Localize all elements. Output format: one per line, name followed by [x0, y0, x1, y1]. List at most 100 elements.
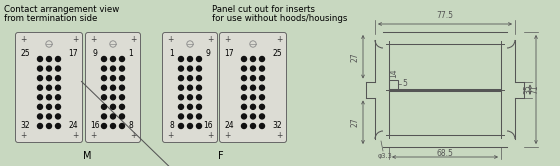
Text: 68.5: 68.5	[437, 149, 454, 158]
Text: 71: 71	[530, 85, 539, 94]
Circle shape	[241, 124, 246, 128]
Circle shape	[38, 104, 43, 109]
Text: +: +	[167, 130, 173, 139]
Circle shape	[197, 95, 202, 100]
Circle shape	[259, 95, 264, 100]
Text: +: +	[130, 36, 136, 44]
Text: 8: 8	[170, 122, 174, 130]
Text: +: +	[130, 130, 136, 139]
Circle shape	[55, 124, 60, 128]
Text: +: +	[20, 130, 26, 139]
Text: Panel cut out for inserts: Panel cut out for inserts	[212, 5, 315, 14]
Circle shape	[38, 124, 43, 128]
Circle shape	[38, 56, 43, 61]
Circle shape	[188, 85, 193, 90]
Circle shape	[110, 95, 115, 100]
Circle shape	[250, 76, 255, 81]
Circle shape	[38, 95, 43, 100]
Text: for use without hoods/housings: for use without hoods/housings	[212, 14, 347, 23]
Circle shape	[197, 114, 202, 119]
Circle shape	[197, 85, 202, 90]
Circle shape	[197, 76, 202, 81]
Circle shape	[110, 124, 115, 128]
Circle shape	[241, 104, 246, 109]
FancyBboxPatch shape	[220, 33, 287, 142]
Circle shape	[55, 85, 60, 90]
Bar	[389, 44, 501, 135]
Circle shape	[101, 76, 106, 81]
Circle shape	[55, 104, 60, 109]
Text: 25: 25	[272, 48, 282, 57]
Circle shape	[46, 114, 52, 119]
Circle shape	[110, 56, 115, 61]
Text: 16: 16	[203, 122, 213, 130]
Text: 5: 5	[402, 80, 407, 88]
Circle shape	[101, 56, 106, 61]
Circle shape	[188, 114, 193, 119]
Text: +: +	[90, 36, 96, 44]
Circle shape	[241, 95, 246, 100]
Text: +: +	[207, 130, 213, 139]
Circle shape	[241, 56, 246, 61]
Circle shape	[110, 66, 115, 71]
Text: +: +	[90, 130, 96, 139]
Text: from termination side: from termination side	[4, 14, 97, 23]
Circle shape	[38, 66, 43, 71]
Circle shape	[55, 76, 60, 81]
Circle shape	[259, 114, 264, 119]
Circle shape	[38, 76, 43, 81]
Text: +: +	[224, 36, 230, 44]
Text: +: +	[167, 36, 173, 44]
Circle shape	[241, 66, 246, 71]
Circle shape	[46, 56, 52, 61]
Text: Contact arrangement view: Contact arrangement view	[4, 5, 119, 14]
Text: M: M	[83, 151, 91, 161]
Text: +: +	[72, 36, 78, 44]
Circle shape	[259, 76, 264, 81]
Circle shape	[241, 85, 246, 90]
Circle shape	[250, 124, 255, 128]
Circle shape	[46, 104, 52, 109]
Circle shape	[188, 66, 193, 71]
Circle shape	[179, 104, 184, 109]
Circle shape	[250, 114, 255, 119]
Circle shape	[250, 104, 255, 109]
Circle shape	[179, 95, 184, 100]
Circle shape	[197, 56, 202, 61]
Circle shape	[188, 124, 193, 128]
Circle shape	[119, 76, 124, 81]
Circle shape	[55, 56, 60, 61]
Text: φ3.3: φ3.3	[378, 153, 393, 159]
Text: 9: 9	[206, 48, 211, 57]
Circle shape	[250, 85, 255, 90]
Circle shape	[259, 56, 264, 61]
Circle shape	[259, 124, 264, 128]
Circle shape	[250, 95, 255, 100]
Text: +: +	[276, 36, 282, 44]
Circle shape	[110, 104, 115, 109]
Circle shape	[188, 76, 193, 81]
Circle shape	[110, 76, 115, 81]
Circle shape	[46, 66, 52, 71]
Circle shape	[55, 95, 60, 100]
Circle shape	[119, 124, 124, 128]
Text: 17: 17	[68, 48, 78, 57]
Text: 32: 32	[272, 122, 282, 130]
Circle shape	[179, 85, 184, 90]
Circle shape	[110, 114, 115, 119]
Circle shape	[259, 104, 264, 109]
Circle shape	[197, 104, 202, 109]
Circle shape	[188, 56, 193, 61]
Circle shape	[179, 114, 184, 119]
Circle shape	[197, 66, 202, 71]
Circle shape	[46, 95, 52, 100]
Circle shape	[188, 95, 193, 100]
Text: 16: 16	[90, 122, 100, 130]
Circle shape	[179, 124, 184, 128]
Text: 32: 32	[20, 122, 30, 130]
FancyBboxPatch shape	[162, 33, 217, 142]
Circle shape	[119, 114, 124, 119]
Circle shape	[101, 104, 106, 109]
Text: 77.5: 77.5	[436, 11, 454, 20]
Text: 24: 24	[224, 122, 234, 130]
